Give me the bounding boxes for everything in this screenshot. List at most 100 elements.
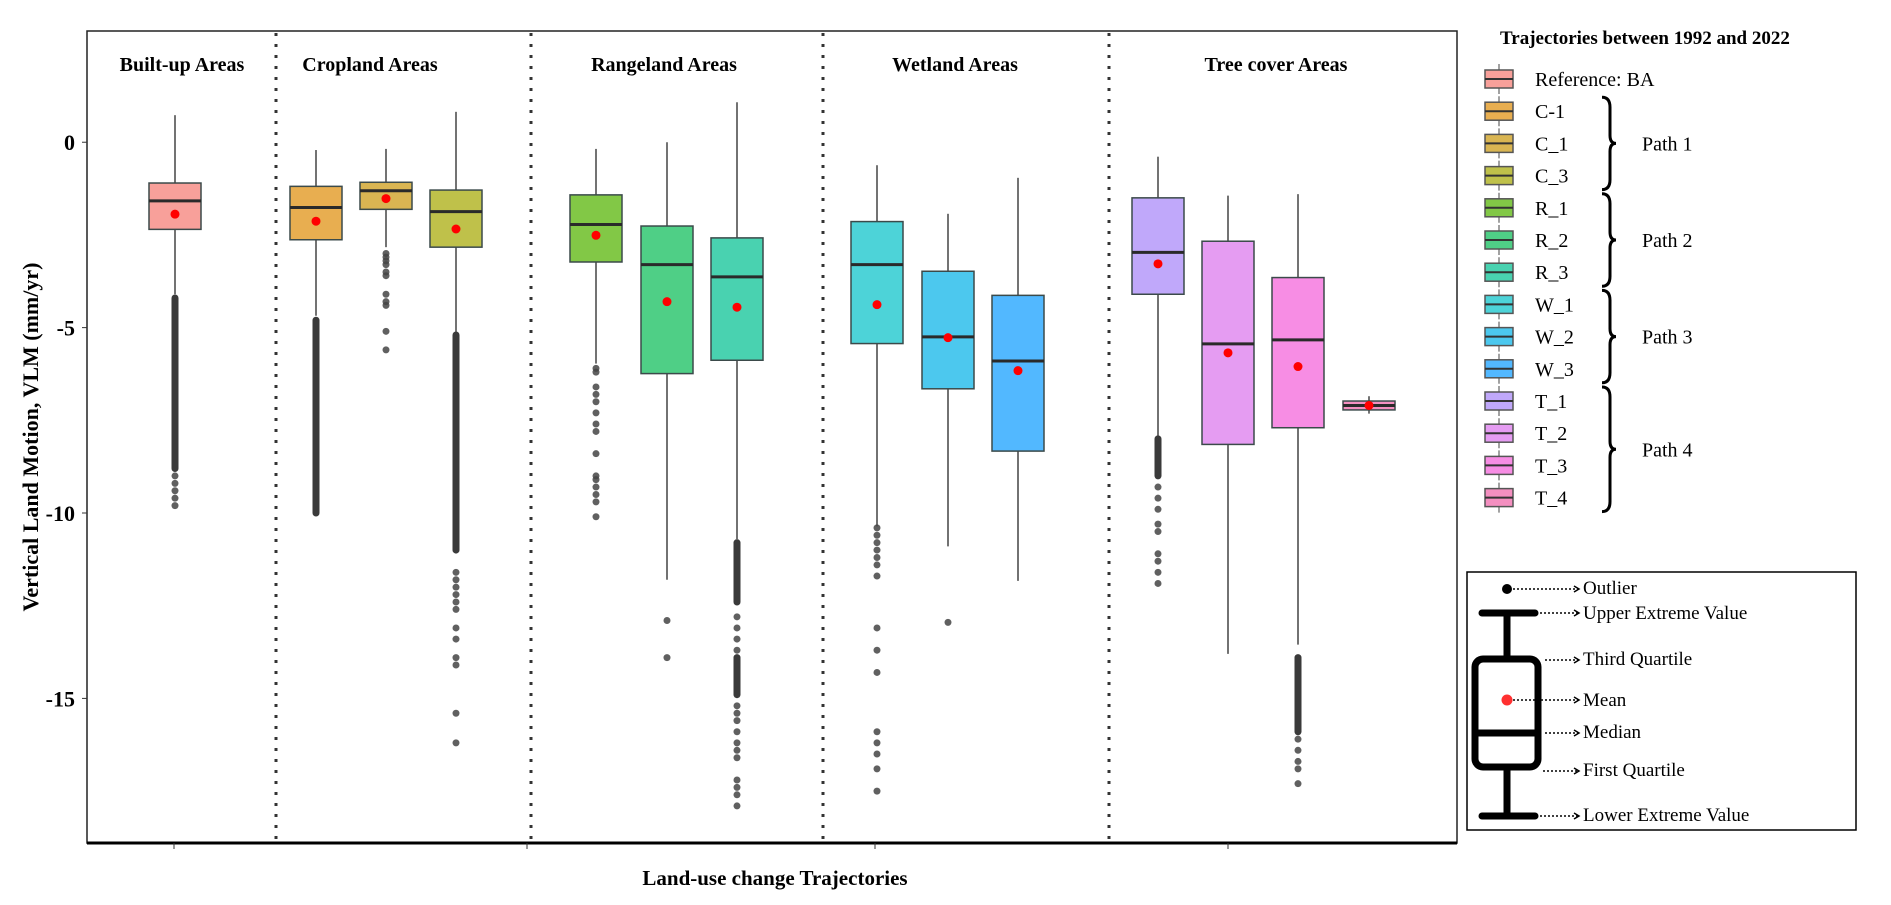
box-iqr xyxy=(1131,197,1185,296)
y-tick-label: 0 xyxy=(64,130,75,155)
outlier-point xyxy=(733,783,741,791)
outlier-point xyxy=(733,802,741,810)
key-q3-label: Third Quartile xyxy=(1583,649,1692,670)
box-iqr xyxy=(289,185,343,241)
legend-brace xyxy=(1601,95,1617,192)
mean-point xyxy=(451,224,461,234)
outlier-point xyxy=(452,568,460,576)
mean-point xyxy=(872,300,882,310)
outlier-point xyxy=(1154,520,1162,528)
legend-label: C_1 xyxy=(1535,133,1568,155)
outlier-point xyxy=(382,261,390,269)
outlier-point xyxy=(1154,505,1162,513)
legend-label: C-1 xyxy=(1535,101,1565,123)
legend-label: T_1 xyxy=(1535,391,1567,413)
box-W_3 xyxy=(991,177,1045,581)
outlier-point xyxy=(382,346,390,354)
outlier-point xyxy=(873,546,881,554)
box-C_1 xyxy=(359,148,413,354)
outlier-point xyxy=(592,513,600,521)
outlier-point xyxy=(873,624,881,632)
legend-group-label: Path 2 xyxy=(1642,230,1693,252)
outlier-point xyxy=(171,494,179,502)
outlier-point xyxy=(733,791,741,799)
outlier-point xyxy=(592,383,600,391)
outlier-point xyxy=(1294,746,1302,754)
box-BA xyxy=(148,115,202,510)
outlier-point xyxy=(733,646,741,654)
outlier-point xyxy=(1154,568,1162,576)
legend-label: T_4 xyxy=(1535,488,1567,510)
outlier-point xyxy=(1154,483,1162,491)
outlier-point xyxy=(171,502,179,510)
outlier-point xyxy=(873,572,881,580)
outlier-point xyxy=(452,583,460,591)
legend-item: C-1 xyxy=(1484,96,1565,127)
box-T_3 xyxy=(1271,194,1325,788)
outlier-point xyxy=(452,709,460,717)
outlier-point xyxy=(663,617,671,625)
legend-item: C_1 xyxy=(1484,128,1568,159)
outlier-point xyxy=(592,490,600,498)
legend-brace xyxy=(1601,385,1617,514)
y-axis-label: Vertical Land Motion, VLM (mm/yr) xyxy=(18,263,43,612)
legend-item: T_2 xyxy=(1484,418,1567,449)
legend-item: W_2 xyxy=(1484,321,1574,352)
box-iqr xyxy=(921,270,975,390)
outlier-point xyxy=(873,524,881,532)
box-iqr xyxy=(569,194,623,263)
panel-title: Wetland Areas xyxy=(892,54,1018,76)
key-arrowhead xyxy=(1573,729,1581,737)
outlier-point xyxy=(382,327,390,335)
outlier-point xyxy=(733,728,741,736)
box-T_2 xyxy=(1201,195,1255,654)
outlier-point xyxy=(592,368,600,376)
key-upper-label: Upper Extreme Value xyxy=(1583,603,1747,624)
box-T_4 xyxy=(1342,396,1396,414)
outlier-point xyxy=(452,605,460,613)
legend-label: R_1 xyxy=(1535,198,1568,220)
outlier-point xyxy=(733,776,741,784)
legend-item: W_1 xyxy=(1484,289,1574,320)
legend-item: Reference: BA xyxy=(1484,64,1655,94)
x-axis-label: Land-use change Trajectories xyxy=(642,866,907,890)
outlier-point xyxy=(592,390,600,398)
legend-item: R_1 xyxy=(1484,192,1568,223)
outlier-point xyxy=(592,409,600,417)
outlier-point xyxy=(733,702,741,710)
legend-item: T_1 xyxy=(1484,386,1567,416)
outlier-point xyxy=(452,739,460,747)
panel-title: Built-up Areas xyxy=(120,54,245,76)
outlier-point xyxy=(733,754,741,762)
outlier-point xyxy=(663,654,671,662)
box-R_3 xyxy=(710,102,764,810)
outlier-point xyxy=(1294,735,1302,743)
outlier-point xyxy=(733,709,741,717)
panel-title: Tree cover Areas xyxy=(1205,54,1348,76)
outlier-point xyxy=(171,487,179,495)
mean-point xyxy=(732,302,742,312)
box-C-1 xyxy=(289,150,343,517)
y-tick-label: -10 xyxy=(46,501,75,526)
key-arrowhead xyxy=(1573,812,1581,820)
box-R_1 xyxy=(569,148,623,521)
outlier-point xyxy=(1154,557,1162,565)
outlier-point xyxy=(171,472,179,480)
y-tick-label: -5 xyxy=(57,316,75,341)
y-tick-label: -15 xyxy=(46,686,75,711)
outlier-point xyxy=(733,624,741,632)
outlier-point xyxy=(1294,757,1302,765)
outlier-point xyxy=(873,561,881,569)
outlier-point xyxy=(1154,579,1162,587)
mean-point xyxy=(662,297,672,307)
outlier-point xyxy=(382,272,390,280)
mean-point xyxy=(1293,362,1303,372)
mean-point xyxy=(311,216,321,226)
legend-item: R_2 xyxy=(1484,225,1568,255)
mean-point xyxy=(943,333,953,343)
legend-item: W_3 xyxy=(1484,353,1574,384)
panel-title: Cropland Areas xyxy=(302,54,438,76)
box-iqr xyxy=(148,182,202,231)
legend-label: W_2 xyxy=(1535,327,1574,349)
